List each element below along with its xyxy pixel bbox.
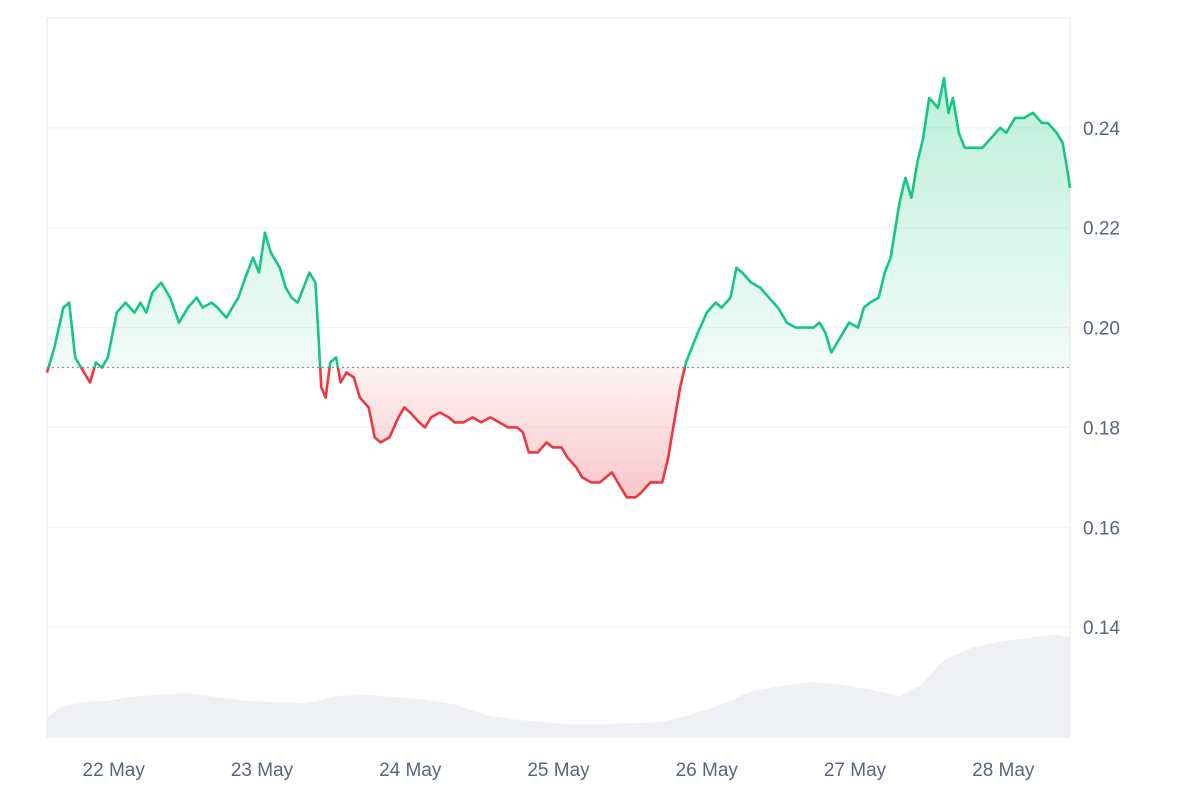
x-tick-label: 27 May xyxy=(824,760,887,781)
loss-area xyxy=(47,367,685,498)
volume-area xyxy=(47,634,1070,737)
x-tick-label: 24 May xyxy=(379,760,442,781)
price-line[interactable] xyxy=(45,76,1072,499)
price-area-fill xyxy=(47,77,1070,498)
price-line-up[interactable] xyxy=(47,76,1072,497)
gain-area xyxy=(47,77,1070,368)
y-tick-label: 0.18 xyxy=(1083,418,1120,439)
x-tick-label: 22 May xyxy=(83,760,146,781)
x-tick-label: 23 May xyxy=(231,760,294,781)
x-tick-label: 26 May xyxy=(676,760,739,781)
y-tick-label: 0.14 xyxy=(1083,618,1120,639)
price-line-down[interactable] xyxy=(45,78,1070,499)
y-tick-label: 0.16 xyxy=(1083,518,1120,539)
x-tick-label: 28 May xyxy=(972,760,1035,781)
y-tick-label: 0.20 xyxy=(1083,319,1120,340)
x-tick-label: 25 May xyxy=(527,760,590,781)
x-axis: 22 May 23 May 24 May 25 May 26 May 27 Ma… xyxy=(83,760,1035,781)
volume-area-shape xyxy=(47,634,1070,737)
y-axis: 0.14 0.16 0.18 0.20 0.22 0.24 xyxy=(1083,119,1120,639)
y-tick-label: 0.22 xyxy=(1083,219,1120,240)
y-tick-label: 0.24 xyxy=(1083,119,1120,140)
